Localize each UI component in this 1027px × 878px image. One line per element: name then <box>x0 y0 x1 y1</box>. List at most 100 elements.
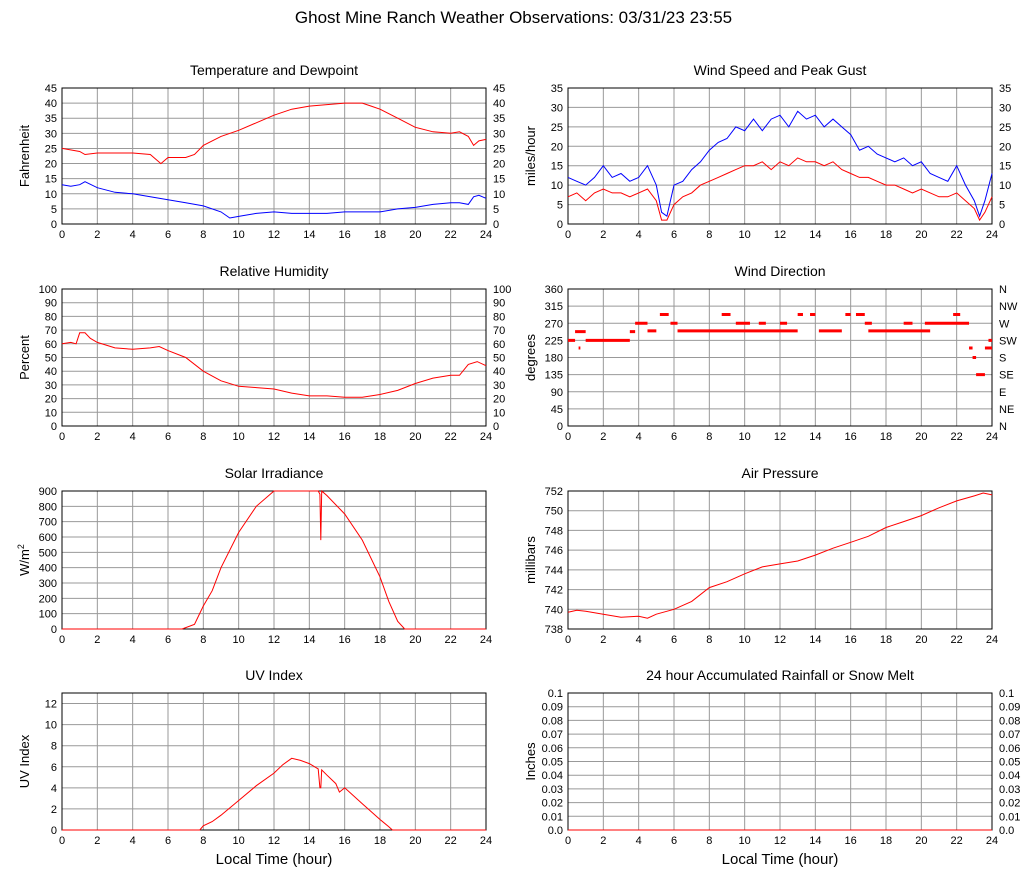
uv-y-axis-label: UV Index <box>17 734 32 788</box>
dir-x-tick-label: 22 <box>951 431 963 443</box>
press-x-tick-label: 20 <box>915 634 927 646</box>
page-title: Ghost Mine Ranch Weather Observations: 0… <box>294 8 733 27</box>
rh-x-tick-label: 22 <box>445 431 457 443</box>
press-x-tick-label: 24 <box>986 634 998 646</box>
wind-y-axis-label: miles/hour <box>523 125 538 186</box>
rh-x-tick-label: 6 <box>165 431 171 443</box>
temp-y-tick-label: 20 <box>45 159 57 171</box>
solar-y-tick-label: 200 <box>39 593 57 605</box>
press-y-tick-label: 744 <box>545 565 563 577</box>
wind-right-tick-label: 5 <box>999 200 1005 212</box>
temp-series-line-1 <box>61 181 487 219</box>
solar-y-tick-label: 900 <box>39 486 57 498</box>
uv-chart-title: UV Index <box>245 667 303 683</box>
rain-x-tick-label: 4 <box>636 835 642 847</box>
solar-y-axis-label: W/m2 <box>16 544 32 576</box>
rh-chart-title: Relative Humidity <box>220 263 329 279</box>
wind-y-tick-label: 30 <box>551 102 563 114</box>
rh-right-tick-label: 60 <box>493 339 505 351</box>
temp-right-tick-label: 45 <box>493 83 505 95</box>
dir-x-tick-label: 18 <box>880 431 892 443</box>
rh-right-tick-label: 80 <box>493 311 505 323</box>
temp-x-tick-label: 2 <box>94 229 100 241</box>
temp-right-tick-label: 40 <box>493 98 505 110</box>
rh-y-tick-label: 100 <box>39 284 57 296</box>
dir-x-tick-label: 24 <box>986 431 998 443</box>
solar-x-tick-label: 18 <box>374 634 386 646</box>
temp-y-tick-label: 35 <box>45 113 57 125</box>
dir-chart-title: Wind Direction <box>734 263 825 279</box>
uv-x-tick-label: 20 <box>409 835 421 847</box>
press-y-tick-label: 740 <box>545 604 563 616</box>
wind-y-tick-label: 25 <box>551 122 563 134</box>
rh-right-tick-label: 70 <box>493 325 505 337</box>
rh-y-tick-label: 10 <box>45 407 57 419</box>
dir-right-tick-label: N <box>999 421 1007 433</box>
wind-y-tick-label: 5 <box>557 200 563 212</box>
temp-right-tick-label: 5 <box>493 204 499 216</box>
temp-y-tick-label: 5 <box>51 204 57 216</box>
press-x-tick-label: 14 <box>809 634 821 646</box>
dir-x-tick-label: 6 <box>671 431 677 443</box>
rain-right-tick-label: 0.1 <box>999 688 1014 700</box>
temp-x-tick-label: 12 <box>268 229 280 241</box>
press-x-tick-label: 6 <box>671 634 677 646</box>
uv-y-tick-label: 2 <box>51 804 57 816</box>
wind-right-tick-label: 30 <box>999 102 1011 114</box>
temp-x-tick-label: 24 <box>480 229 492 241</box>
rh-plot-frame <box>61 288 487 427</box>
dir-y-tick-label: 225 <box>545 335 563 347</box>
dir-y-axis-label: degrees <box>523 334 538 381</box>
rh-series-line-0 <box>61 332 487 398</box>
rain-x-tick-label: 0 <box>565 835 571 847</box>
solar-x-tick-label: 2 <box>94 634 100 646</box>
wind-y-tick-label: 15 <box>551 161 563 173</box>
rh-y-axis-label: Percent <box>17 335 32 380</box>
rh-y-tick-label: 40 <box>45 366 57 378</box>
temp-y-tick-label: 0 <box>51 219 57 231</box>
press-y-axis-label: millibars <box>523 536 538 584</box>
press-x-tick-label: 8 <box>706 634 712 646</box>
solar-chart-title: Solar Irradiance <box>225 465 324 481</box>
temp-x-tick-label: 8 <box>200 229 206 241</box>
wind-right-tick-label: 20 <box>999 141 1011 153</box>
rain-x-tick-label: 20 <box>915 835 927 847</box>
wind-x-tick-label: 0 <box>565 229 571 241</box>
wind-series-line-0 <box>567 110 993 218</box>
uv-x-tick-label: 14 <box>303 835 315 847</box>
wind-x-tick-label: 10 <box>739 229 751 241</box>
rh-x-tick-label: 20 <box>409 431 421 443</box>
dir-y-tick-label: 270 <box>545 318 563 330</box>
press-x-tick-label: 12 <box>774 634 786 646</box>
uv-x-tick-label: 18 <box>374 835 386 847</box>
solar-y-tick-label: 300 <box>39 578 57 590</box>
rain-y-tick-label: 0.09 <box>542 702 563 714</box>
dir-right-tick-label: E <box>999 387 1006 399</box>
press-y-tick-label: 750 <box>545 506 563 518</box>
rain-x-tick-label: 16 <box>845 835 857 847</box>
dir-x-tick-label: 2 <box>600 431 606 443</box>
temp-x-tick-label: 4 <box>130 229 136 241</box>
uv-y-tick-label: 10 <box>45 720 57 732</box>
temp-right-tick-label: 30 <box>493 128 505 140</box>
uv-x-tick-label: 12 <box>268 835 280 847</box>
rain-y-tick-label: 0.04 <box>542 770 563 782</box>
rh-right-tick-label: 90 <box>493 298 505 310</box>
press-y-tick-label: 738 <box>545 624 563 636</box>
temp-y-tick-label: 30 <box>45 128 57 140</box>
dir-x-tick-label: 12 <box>774 431 786 443</box>
rain-right-tick-label: 0.0 <box>999 825 1014 837</box>
dir-x-tick-label: 0 <box>565 431 571 443</box>
solar-x-tick-label: 16 <box>339 634 351 646</box>
uv-x-tick-label: 8 <box>200 835 206 847</box>
solar-x-tick-label: 12 <box>268 634 280 646</box>
rh-x-tick-label: 18 <box>374 431 386 443</box>
rh-right-tick-label: 10 <box>493 407 505 419</box>
rh-x-tick-label: 12 <box>268 431 280 443</box>
temp-y-tick-label: 40 <box>45 98 57 110</box>
rh-y-tick-label: 60 <box>45 339 57 351</box>
temp-right-tick-label: 10 <box>493 189 505 201</box>
wind-x-tick-label: 6 <box>671 229 677 241</box>
solar-y-tick-label: 500 <box>39 547 57 559</box>
uv-x-tick-label: 4 <box>130 835 136 847</box>
